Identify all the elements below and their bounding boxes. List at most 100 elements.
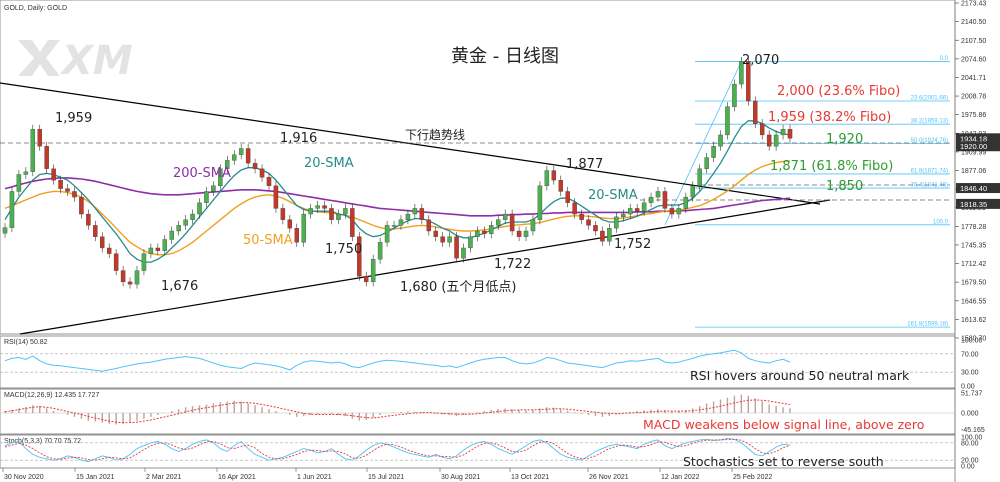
time-tick-label: 26 Nov 2021 bbox=[589, 474, 629, 481]
fibo-levels: 0.0 23.6(2001.66) 38.2(1959.13) 50.0(1924.7… bbox=[664, 56, 950, 328]
candle-body bbox=[23, 171, 29, 175]
candle-body bbox=[746, 61, 751, 102]
trend-lines bbox=[0, 82, 950, 335]
candle-body bbox=[155, 247, 161, 251]
time-tick-label: 30 Nov 2020 bbox=[4, 474, 44, 481]
rsi-polyline bbox=[4, 349, 791, 372]
macd-axis-label: 51.737 bbox=[961, 391, 983, 398]
candle-body bbox=[634, 208, 640, 212]
annot-1750: 1,750 bbox=[325, 242, 362, 257]
candle-body bbox=[398, 219, 404, 226]
candle-body bbox=[419, 208, 425, 220]
candle-body bbox=[412, 208, 418, 215]
price-flag bbox=[956, 183, 1000, 194]
time-tick-label: 12 Jan 2022 bbox=[661, 474, 700, 481]
rsi-axis-label: 30.00 bbox=[961, 370, 979, 377]
candle-body bbox=[2, 227, 8, 234]
candle-body bbox=[440, 236, 445, 243]
candle-body bbox=[433, 230, 438, 237]
macd-label: MACD(12,26,9) 12.435 17.727 bbox=[4, 392, 99, 399]
stoch-label: Stoch(5,3,3) 70.70 75.72 bbox=[4, 438, 81, 445]
candle-body bbox=[391, 225, 397, 227]
candle-body bbox=[225, 160, 230, 169]
candle-body bbox=[565, 191, 570, 203]
time-tick-label: 16 Apr 2021 bbox=[218, 474, 256, 481]
candle-body bbox=[120, 270, 126, 283]
candle-body bbox=[502, 213, 508, 220]
candle-body bbox=[544, 170, 550, 186]
candle-body bbox=[579, 213, 584, 220]
macd-histogram bbox=[0, 394, 955, 425]
stoch-axis-label: 0.00 bbox=[961, 464, 975, 471]
candle-body bbox=[753, 100, 758, 124]
candle-body bbox=[204, 191, 209, 203]
price-tick-label: 1778.28 bbox=[961, 224, 986, 231]
candle-body bbox=[30, 129, 36, 172]
price-tick-label: 1975.86 bbox=[961, 112, 986, 119]
downtrend-line bbox=[0, 82, 821, 205]
price-candles bbox=[2, 56, 793, 289]
candle-body bbox=[607, 228, 612, 242]
stoch-axis-label: 100.00 bbox=[961, 435, 983, 442]
candle-body bbox=[759, 123, 765, 136]
candle-body bbox=[329, 208, 334, 220]
price-flag bbox=[956, 133, 1000, 144]
fibo-level-label: 0.0 bbox=[940, 56, 949, 62]
candle-body bbox=[364, 276, 369, 283]
annot-1959: 1,959 bbox=[55, 111, 92, 126]
candle-body bbox=[100, 236, 105, 249]
price-tick-label: 2041.71 bbox=[961, 75, 986, 82]
candle-body bbox=[113, 253, 119, 271]
time-tick-label: 30 Aug 2021 bbox=[441, 474, 480, 481]
candle-body bbox=[711, 146, 716, 158]
annot-20sma-right: 20-SMA bbox=[588, 188, 638, 203]
annot-1850: 1,850 bbox=[826, 179, 863, 194]
candle-body bbox=[725, 106, 730, 136]
fibo-level-label: 100.0 bbox=[933, 219, 949, 225]
candle-body bbox=[370, 259, 376, 283]
candle-body bbox=[780, 129, 786, 136]
candle-body bbox=[641, 202, 647, 212]
candle-body bbox=[495, 219, 501, 226]
price-tick-label: 1909.99 bbox=[961, 149, 986, 156]
fibo-level-label: 76.4(1841.46) bbox=[911, 183, 948, 189]
chart-header: GOLD, Daily: GOLD bbox=[4, 5, 67, 12]
candle-body bbox=[127, 281, 133, 285]
stochastic-lines bbox=[0, 437, 955, 463]
candle-body bbox=[648, 196, 654, 203]
candle-body bbox=[148, 247, 154, 254]
candle-body bbox=[245, 148, 251, 164]
fibo-level-label: 23.6(2001.66) bbox=[911, 96, 948, 102]
fibo-level-label: 38.2(1959.13) bbox=[911, 119, 948, 125]
annot-1877: 1,877 bbox=[566, 157, 603, 172]
fibo-level-label: 50.0(1924.76) bbox=[911, 138, 948, 144]
stoch-note: Stochastics set to reverse south bbox=[683, 454, 884, 469]
candle-body bbox=[461, 247, 466, 259]
price-flag-label: 1920.00 bbox=[960, 142, 987, 151]
stoch-axis-label: 80.00 bbox=[961, 440, 979, 447]
candle-body bbox=[65, 188, 70, 192]
annot-2000: 2,000 (23.6% Fibo) bbox=[777, 84, 900, 99]
candle-body bbox=[377, 242, 383, 260]
sma200-line bbox=[4, 177, 791, 217]
time-tick-label: 15 Jan 2021 bbox=[76, 474, 115, 481]
candle-body bbox=[252, 163, 258, 169]
time-tick-label: 13 Oct 2021 bbox=[511, 474, 549, 481]
price-tick-label: 2173.43 bbox=[961, 1, 986, 8]
candle-body bbox=[627, 208, 633, 215]
candle-body bbox=[683, 196, 689, 209]
candle-body bbox=[287, 219, 293, 229]
rsi-axis-label: 100.00 bbox=[961, 338, 983, 345]
price-tick-label: 1679.50 bbox=[961, 280, 986, 287]
candle-body bbox=[211, 185, 216, 192]
candle-body bbox=[176, 225, 181, 232]
candle-body bbox=[294, 228, 300, 243]
candle-body bbox=[593, 225, 598, 232]
candle-body bbox=[141, 253, 147, 271]
candle-body bbox=[79, 196, 84, 215]
candle-body bbox=[787, 129, 793, 139]
annot-1959-fibo: 1,959 (38.2% Fibo) bbox=[768, 110, 891, 125]
macd-axis-label: 0.000 bbox=[961, 411, 979, 418]
macd-axis-label: -45.165 bbox=[961, 427, 985, 434]
